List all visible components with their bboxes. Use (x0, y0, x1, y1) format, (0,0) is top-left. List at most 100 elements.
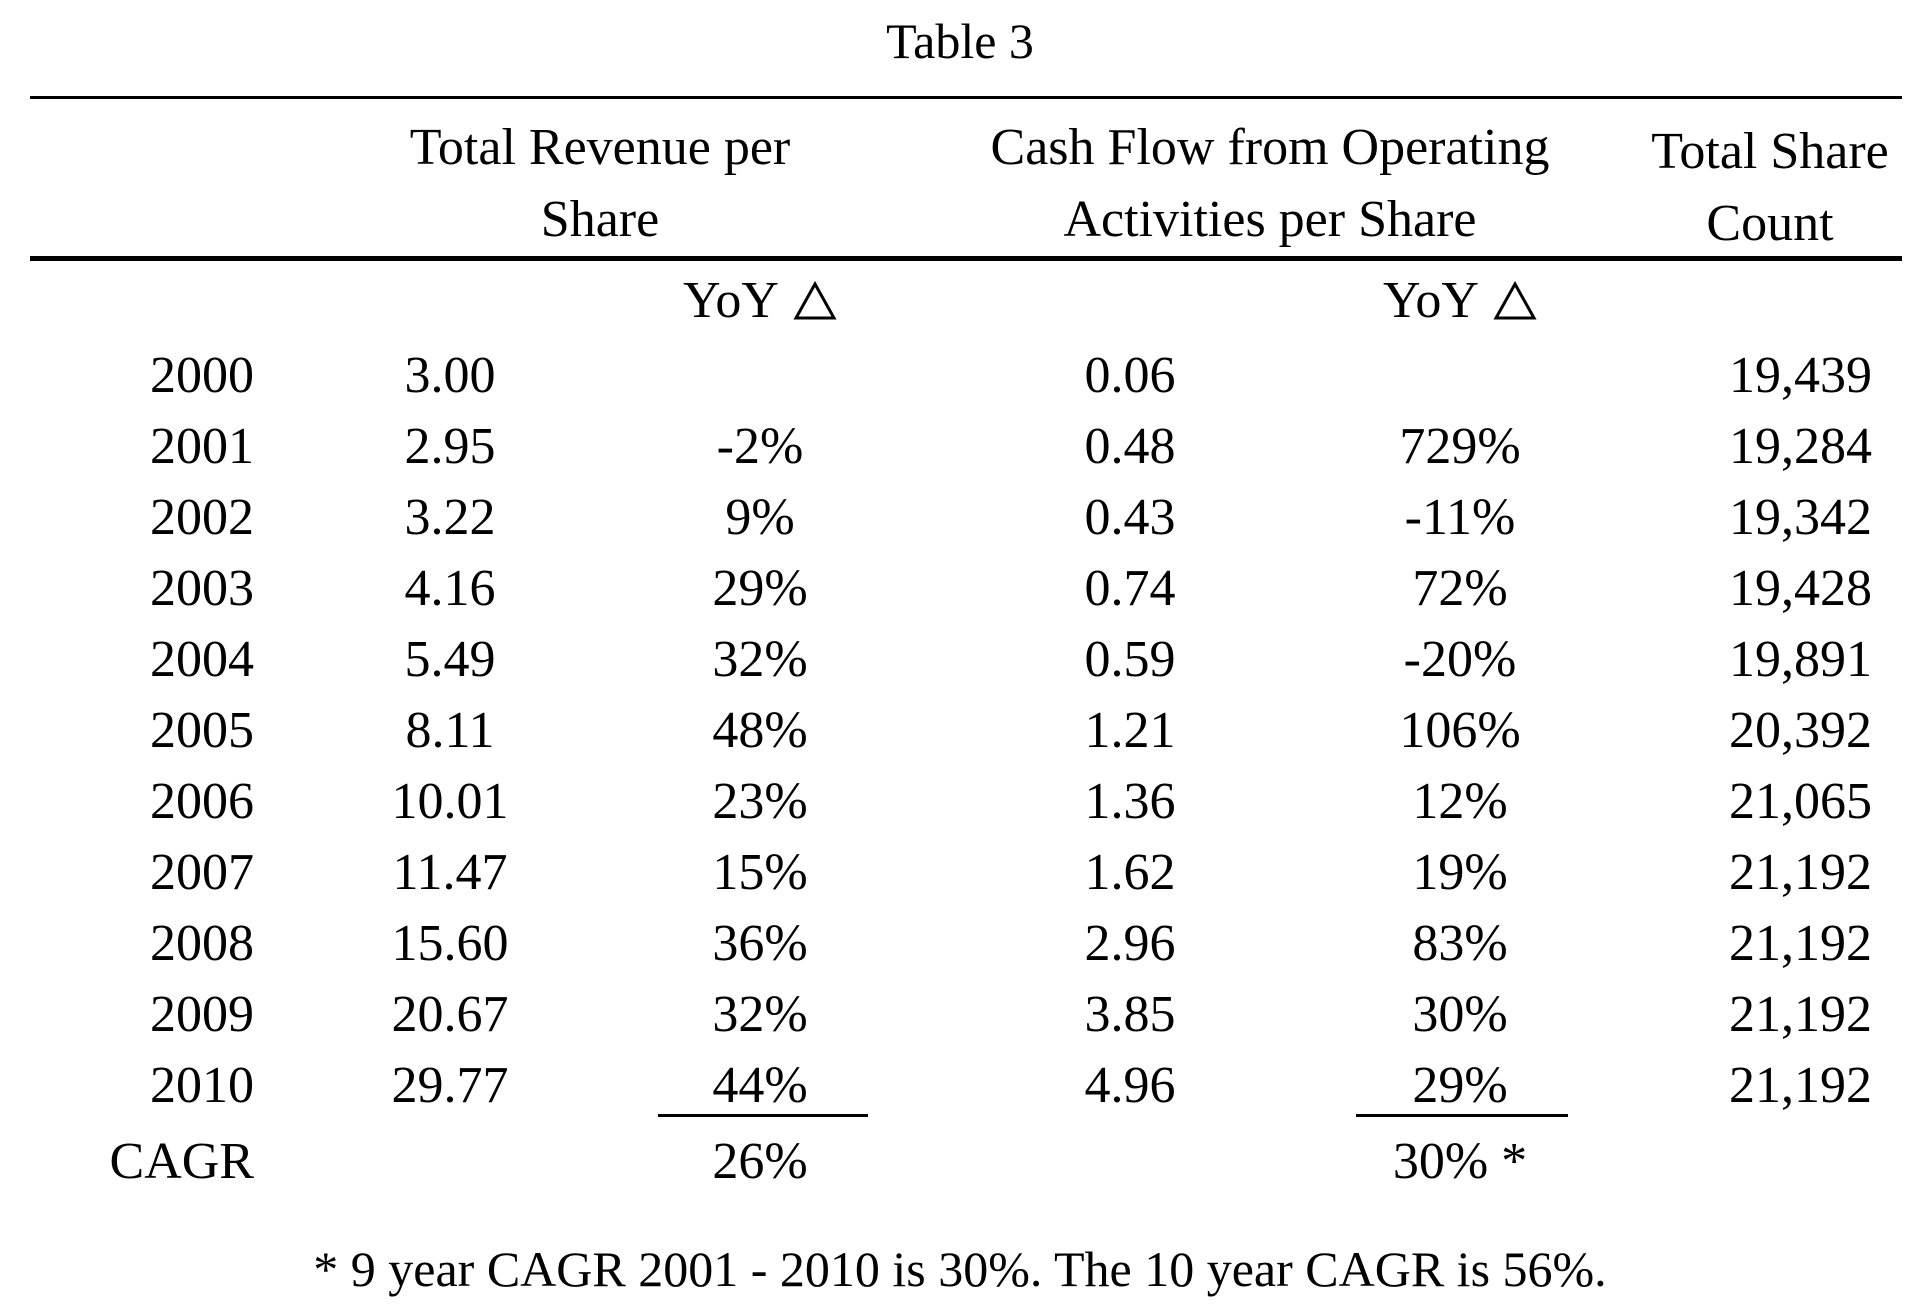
subheader-cash-flow-yoy: YoY (1330, 268, 1590, 338)
cell-revenue: 2.95 (404, 418, 496, 475)
cell-year: 2003 (150, 560, 254, 617)
cell-share-count: 20,392 (1729, 702, 1872, 759)
header-line: Total Share (1651, 123, 1889, 180)
cash-flow-yoy-sum-rule (1356, 1114, 1568, 1117)
cell-year: 2005 (150, 702, 254, 759)
cell-revenue-yoy: -2% (716, 418, 804, 475)
cell-revenue-yoy: 44% (712, 1057, 808, 1114)
cell-revenue-yoy: 9% (725, 489, 795, 546)
cell-cash-flow: 3.85 (1084, 986, 1176, 1043)
cell-revenue-yoy: 15% (712, 844, 808, 901)
table-row: 2001 2.95 -2% 0.48 729% 19,284 (0, 411, 1920, 482)
table-row: 2002 3.22 9% 0.43 -11% 19,342 (0, 482, 1920, 553)
cell-revenue: 8.11 (405, 702, 495, 759)
cell-year: 2009 (150, 986, 254, 1043)
cell-share-count: 19,891 (1729, 631, 1872, 688)
cagr-label: CAGR (109, 1133, 254, 1190)
cell-cash-flow: 4.96 (1084, 1057, 1176, 1114)
cell-cash-flow: 1.21 (1084, 702, 1176, 759)
cell-share-count: 21,192 (1729, 915, 1872, 972)
table-row: 2009 20.67 32% 3.85 30% 21,192 (0, 979, 1920, 1050)
cell-revenue: 11.47 (392, 844, 508, 901)
table-row: 2000 3.00 0.06 19,439 (0, 340, 1920, 411)
cell-share-count: 21,192 (1729, 986, 1872, 1043)
subheader-revenue-yoy: YoY (630, 268, 890, 338)
header-total-revenue-per-share: Total Revenue per Share (370, 112, 830, 256)
cell-revenue: 29.77 (391, 1057, 509, 1114)
cell-revenue: 15.60 (391, 915, 509, 972)
cell-revenue: 20.67 (391, 986, 509, 1043)
triangle-delta-icon (793, 272, 837, 338)
cell-cash-flow: 0.74 (1084, 560, 1176, 617)
table-body: 2000 3.00 0.06 19,439 2001 2.95 -2% 0.48 729% 19,… (0, 340, 1920, 1121)
header-bottom-rule (30, 256, 1902, 261)
cell-cash-flow: 0.48 (1084, 418, 1176, 475)
cagr-row: CAGR 26% 30% * (0, 1126, 1920, 1197)
cell-cash-flow-yoy: -20% (1403, 631, 1517, 688)
header-line: Count (1706, 195, 1834, 252)
cell-cash-flow-yoy: 30% (1412, 986, 1508, 1043)
cell-cash-flow-yoy: 729% (1399, 418, 1521, 475)
table-row: 2007 11.47 15% 1.62 19% 21,192 (0, 837, 1920, 908)
cell-revenue-yoy: 32% (712, 986, 808, 1043)
cagr-revenue: 26% (712, 1133, 808, 1190)
table-row: 2006 10.01 23% 1.36 12% 21,065 (0, 766, 1920, 837)
header-line: Cash Flow from Operating (990, 119, 1550, 176)
cell-cash-flow: 0.59 (1084, 631, 1176, 688)
cell-share-count: 19,342 (1729, 489, 1872, 546)
table-title: Table 3 (886, 13, 1034, 69)
cell-year: 2000 (150, 347, 254, 404)
yoy-label: YoY (1383, 272, 1479, 329)
cell-cash-flow-yoy: 29% (1412, 1057, 1508, 1114)
cell-revenue: 10.01 (391, 773, 509, 830)
cell-revenue: 3.00 (404, 347, 496, 404)
cell-cash-flow: 0.06 (1084, 347, 1176, 404)
table-row: 2003 4.16 29% 0.74 72% 19,428 (0, 553, 1920, 624)
cell-cash-flow: 1.36 (1084, 773, 1176, 830)
cell-year: 2008 (150, 915, 254, 972)
header-line: Share (540, 191, 660, 248)
triangle-delta-icon (1493, 272, 1537, 338)
cell-revenue-yoy: 29% (712, 560, 808, 617)
cell-year: 2002 (150, 489, 254, 546)
revenue-yoy-sum-rule (658, 1114, 868, 1117)
cell-year: 2006 (150, 773, 254, 830)
cell-cash-flow-yoy: 19% (1412, 844, 1508, 901)
cell-cash-flow-yoy: 106% (1399, 702, 1521, 759)
cell-cash-flow-yoy: 83% (1412, 915, 1508, 972)
cell-year: 2001 (150, 418, 254, 475)
cell-cash-flow: 0.43 (1084, 489, 1176, 546)
cell-share-count: 19,428 (1729, 560, 1872, 617)
cell-cash-flow-yoy: 72% (1412, 560, 1508, 617)
cell-year: 2010 (150, 1057, 254, 1114)
cell-share-count: 21,192 (1729, 844, 1872, 901)
cell-share-count: 19,439 (1729, 347, 1872, 404)
table-top-rule (30, 96, 1902, 99)
cell-cash-flow: 2.96 (1084, 915, 1176, 972)
cell-share-count: 21,192 (1729, 1057, 1872, 1114)
header-total-share-count: Total Share Count (1620, 116, 1920, 260)
header-cash-flow-per-share: Cash Flow from Operating Activities per … (950, 112, 1590, 256)
cell-revenue-yoy: 23% (712, 773, 808, 830)
cell-revenue: 5.49 (404, 631, 496, 688)
cell-revenue: 3.22 (404, 489, 496, 546)
table-row: 2004 5.49 32% 0.59 -20% 19,891 (0, 624, 1920, 695)
cell-year: 2007 (150, 844, 254, 901)
yoy-label: YoY (683, 272, 779, 329)
cell-share-count: 19,284 (1729, 418, 1872, 475)
cell-cash-flow-yoy: 12% (1412, 773, 1508, 830)
cell-cash-flow: 1.62 (1084, 844, 1176, 901)
cell-cash-flow-yoy: -11% (1404, 489, 1516, 546)
cagr-cash-flow: 30% * (1392, 1133, 1528, 1190)
cell-share-count: 21,065 (1729, 773, 1872, 830)
cell-revenue-yoy: 32% (712, 631, 808, 688)
table-row: 2010 29.77 44% 4.96 29% 21,192 (0, 1050, 1920, 1121)
header-line: Activities per Share (1063, 191, 1477, 248)
cell-year: 2004 (150, 631, 254, 688)
table-row: 2008 15.60 36% 2.96 83% 21,192 (0, 908, 1920, 979)
cell-revenue-yoy: 48% (712, 702, 808, 759)
table-row: 2005 8.11 48% 1.21 106% 20,392 (0, 695, 1920, 766)
cell-revenue-yoy: 36% (712, 915, 808, 972)
cell-revenue: 4.16 (404, 560, 496, 617)
